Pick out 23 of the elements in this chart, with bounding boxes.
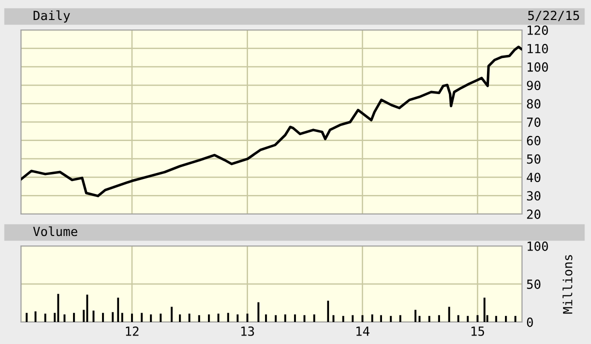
chart-title: Daily xyxy=(34,10,70,23)
x-tick-label: 14 xyxy=(356,326,370,336)
y-tick-label: 80 xyxy=(526,99,540,109)
x-tick-label: 13 xyxy=(241,326,254,336)
y-tick-label: 60 xyxy=(526,136,540,146)
y-tick-label: 90 xyxy=(526,80,540,90)
x-tick-label: 12 xyxy=(126,326,138,336)
y-tick-label: 110 xyxy=(528,44,548,54)
y-tick-label: 0 xyxy=(526,318,533,327)
y-tick-label: 50 xyxy=(527,280,540,289)
y-tick-label: 100 xyxy=(528,242,548,251)
y-tick-label: 50 xyxy=(527,154,540,164)
line-series xyxy=(21,46,522,198)
y-tick-label: 120 xyxy=(528,26,548,35)
x-tick-label: 15 xyxy=(472,326,484,336)
y-tick-label: 40 xyxy=(526,172,540,182)
chart-title: Volume xyxy=(33,226,78,236)
y-tick-label: 20 xyxy=(527,210,540,219)
y-tick-label: 30 xyxy=(527,191,540,201)
y-axis-title: Millions xyxy=(562,255,572,314)
y-tick-label: 100 xyxy=(528,62,548,72)
text: 5/22/15 xyxy=(528,10,579,22)
y-tick-label: 70 xyxy=(527,118,540,127)
